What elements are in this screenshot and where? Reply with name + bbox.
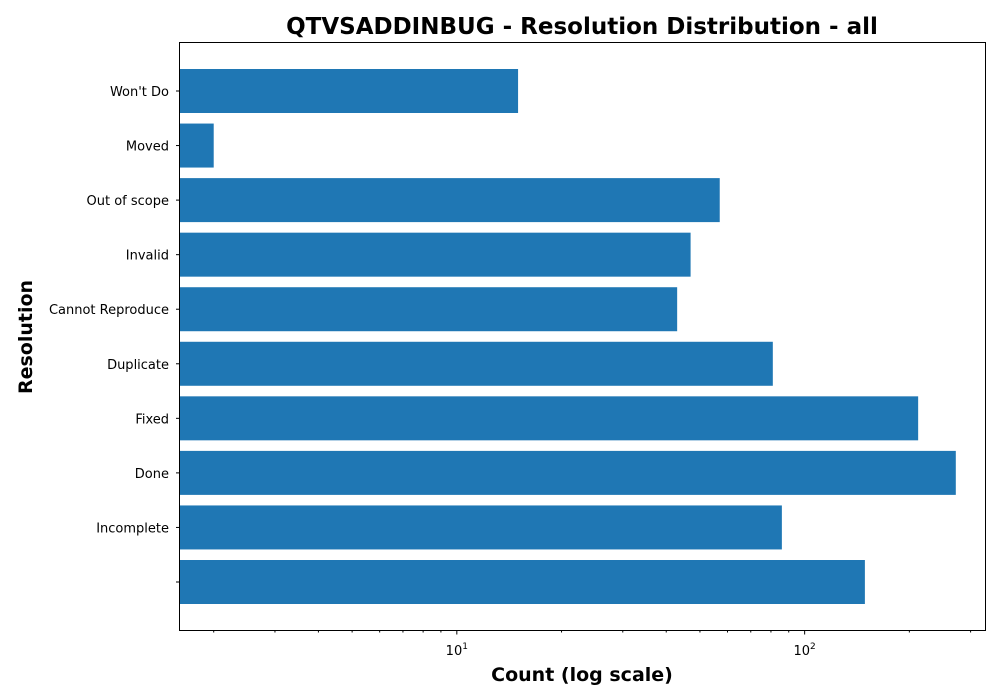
y-tick-label: Out of scope <box>87 194 170 209</box>
bar-incomplete <box>180 505 782 550</box>
bar-fixed <box>180 396 919 441</box>
x-axis-ticks: 101 102 <box>213 630 972 659</box>
bar-done <box>180 450 956 495</box>
x-tick-label: 102 <box>794 642 816 659</box>
y-tick-label: Fixed <box>135 412 169 427</box>
y-tick-label: Moved <box>126 140 169 155</box>
x-tick-label: 101 <box>446 642 468 659</box>
x-axis-label: Count (log scale) <box>491 664 673 686</box>
bar-won-t-do <box>180 69 519 113</box>
y-tick-label: Done <box>135 467 169 482</box>
y-tick-label: Invalid <box>126 249 169 264</box>
y-axis-ticks: Won't Do Moved Out of scope Invalid Cannot R… <box>49 85 180 583</box>
y-tick-label: Won't Do <box>110 85 169 100</box>
chart-title: QTVSADDINBUG - Resolution Distribution -… <box>286 14 878 40</box>
y-axis-label: Resolution <box>15 280 37 394</box>
plot-frame <box>179 42 986 631</box>
bar-duplicate <box>180 341 773 386</box>
y-tick-label: Cannot Reproduce <box>49 303 169 318</box>
bar-blank <box>180 560 865 604</box>
bar-invalid <box>180 232 691 277</box>
bar-moved <box>180 123 214 168</box>
bar-out-of-scope <box>180 178 720 223</box>
bar-cannot-reproduce <box>180 287 678 332</box>
y-tick-label: Duplicate <box>107 358 169 373</box>
bars-group <box>180 69 956 604</box>
y-tick-label: Incomplete <box>96 521 169 536</box>
